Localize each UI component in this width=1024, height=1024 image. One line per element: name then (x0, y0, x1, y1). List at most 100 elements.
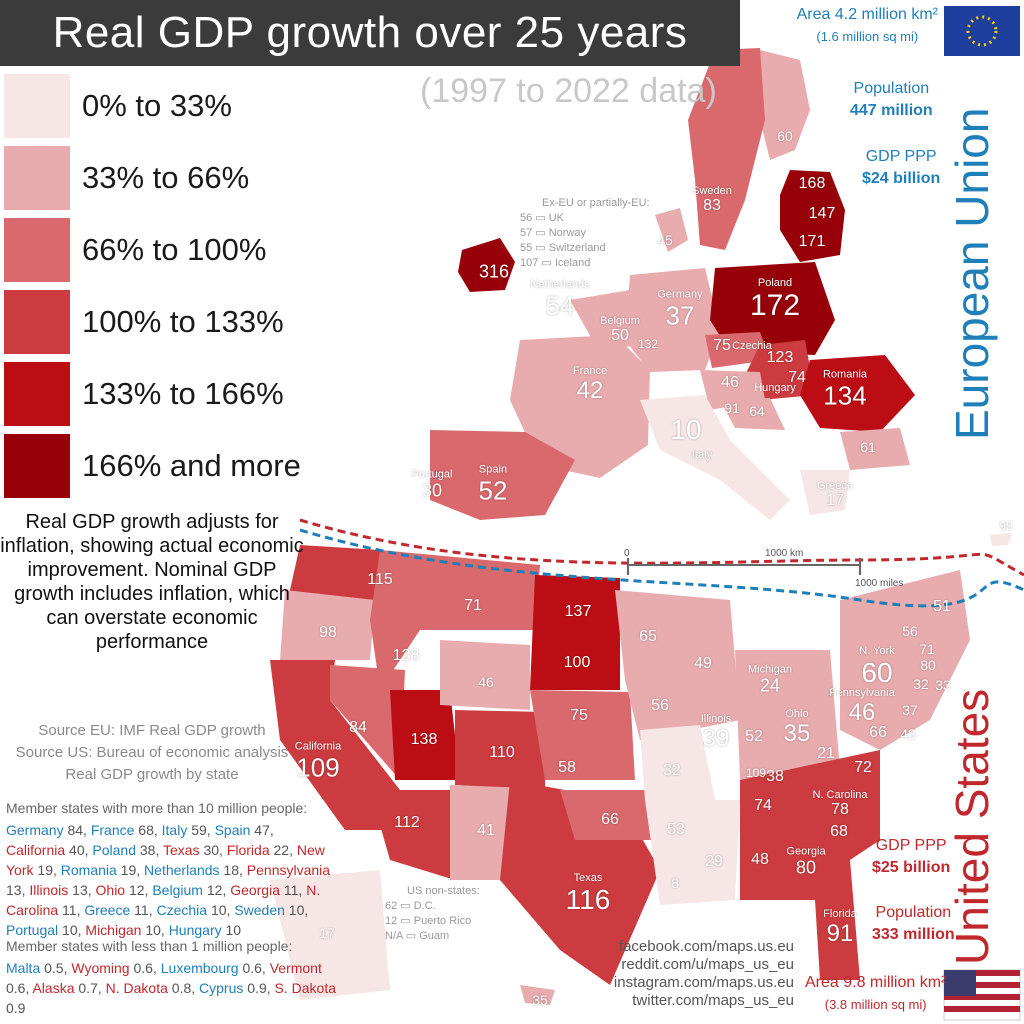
region-value-label: 46 (478, 674, 494, 690)
social-facebook[interactable]: facebook.com/maps.us.eu (618, 938, 794, 955)
region-value-label: Greece 17 (816, 480, 854, 509)
list-item: New York 19, (6, 842, 325, 878)
legend-swatch-3 (4, 290, 70, 354)
region-southeast (740, 750, 880, 980)
region-value-label: N. York 60 (859, 645, 895, 688)
region-value-label: 29 (705, 853, 723, 870)
eu-area-km: Area 4.2 million km² (796, 6, 938, 23)
region-value-label: 49 (694, 655, 712, 672)
list-item: Malta 0.5, (6, 960, 72, 976)
us-flag-icon (943, 969, 1021, 1021)
region-bulgaria (840, 428, 910, 470)
region-value-label: 10 (670, 414, 702, 445)
region-value-label: 74 (754, 797, 772, 814)
region-baltics (780, 170, 845, 262)
region-value-label: 98 (319, 624, 337, 641)
list-item: Spain 47, (214, 822, 274, 838)
region-iberia (430, 430, 575, 520)
legend-swatch-1 (4, 146, 70, 210)
region-value-label: 171 (798, 233, 826, 250)
mini-legend-row: 62 ▭ D.C. (385, 900, 436, 912)
legend-swatch-4 (4, 362, 70, 426)
region-value-label: 68 (830, 823, 848, 840)
region-sweden (688, 48, 765, 250)
region-value-label: 33 (935, 677, 951, 693)
list-item: Czechia 10, (156, 902, 235, 918)
source-us: Source US: Bureau of economic analysis (15, 744, 289, 761)
mini-legend-row: 12 ▭ Puerto Rico (385, 915, 472, 927)
region-value-label: 52 (745, 728, 763, 745)
list-item: Texas 30, (162, 842, 227, 858)
social-instagram[interactable]: instagram.com/maps.us.eu (613, 974, 794, 991)
region-value-label: 43 (900, 726, 916, 742)
region-missouri (640, 725, 715, 800)
region-value-label: 71 (919, 641, 935, 657)
list-item: Ohio 12, (95, 882, 153, 898)
region-germany (625, 268, 720, 372)
region-value-label: 46 (721, 374, 739, 391)
us-gdp: GDP PPP $25 billion (872, 835, 950, 879)
region-value-label: 137 (564, 603, 592, 620)
list-item: Illinois 13, (29, 882, 96, 898)
social-twitter[interactable]: twitter.com/maps_us_eu (632, 992, 794, 1009)
region-value-label: 32 (913, 676, 929, 692)
us-name: United States (946, 688, 998, 965)
region-value-label: 41 (477, 822, 495, 839)
legend-swatch-0 (4, 74, 70, 138)
region-value-label: Netherlands 54 (530, 278, 590, 321)
region-northeast (840, 570, 970, 750)
region-value-label: 74 (788, 369, 806, 386)
region-value-label: Texas 116 (565, 872, 611, 915)
ex-eu-items: 56 ▭ UK 57 ▭ Norway 55 ▭ Switzerland 107 ▭ … (520, 211, 650, 271)
social-reddit[interactable]: reddit.com/u/maps_us_eu (621, 956, 794, 973)
source-us-detail: Real GDP growth by state (65, 766, 239, 783)
ex-eu-box: Ex-EU or partially-EU: 56 ▭ UK 57 ▭ Norwa… (520, 196, 650, 271)
region-value-label: 37 (902, 702, 918, 718)
big-list: Germany 84, France 68, Italy 59, Spain 4… (6, 820, 336, 940)
us-area: Area 9.8 million km² (3.8 million sq mi) (805, 972, 946, 1016)
region-value-label: 8 (671, 875, 679, 891)
region-slovakia-hungary (745, 340, 815, 400)
region-cyprus (990, 533, 1012, 546)
region-poland (710, 262, 835, 355)
region-value-label: 168 (798, 175, 826, 192)
region-value-label: Spain 52 (478, 463, 508, 506)
region-value-label: 95 (999, 519, 1013, 533)
us-population-label: Population (875, 904, 952, 921)
region-value-label: Florida 91 (823, 908, 857, 947)
eu-name: European Union (946, 107, 998, 440)
scale-zero: 0 (624, 548, 630, 559)
region-value-label: Pennsylvania 46 (829, 687, 895, 726)
mini-legend-row: N/A ▭ Guam (385, 930, 450, 942)
list-item: Michigan 10, (85, 922, 169, 938)
ex-eu-heading: Ex-EU or partially-EU: (542, 197, 650, 209)
region-oklahoma (560, 790, 655, 840)
region-value-label: 48 (751, 851, 769, 868)
region-california (270, 660, 400, 830)
region-value-label: 138 (410, 731, 438, 748)
region-great-lakes (735, 650, 840, 780)
region-value-label: 112 (394, 814, 420, 831)
region-romania (800, 355, 915, 432)
mini-legend-row: 55 ▭ Switzerland (520, 242, 606, 254)
region-value-label: Italy (691, 449, 713, 461)
source-eu: Source EU: IMF Real GDP growth (38, 722, 266, 739)
legend-label: 166% and more (82, 448, 301, 483)
region-plains (530, 690, 635, 780)
mini-legend-row: 57 ▭ Norway (520, 227, 587, 239)
eu-population: Population 447 million (850, 78, 933, 122)
us-non-states-items: 62 ▭ D.C. 12 ▭ Puerto Rico N/A ▭ Guam (385, 899, 480, 944)
region-value-label: 75 (570, 707, 588, 724)
legend-label: 100% to 133% (82, 304, 284, 339)
big-list-heading: Member states with more than 10 million … (6, 800, 308, 816)
page-title: Real GDP growth over 25 years (0, 0, 740, 66)
region-value-label: 38 (766, 768, 784, 785)
region-value-label: California 109 (294, 740, 342, 783)
region-value-label: 80 (920, 657, 936, 673)
region-value-label: Georgia 80 (786, 845, 826, 878)
eu-flag-icon (944, 6, 1020, 56)
region-value-label: Belgium 50 (600, 315, 640, 344)
region-midwest (615, 590, 740, 740)
legend-label: 0% to 33% (82, 88, 232, 123)
